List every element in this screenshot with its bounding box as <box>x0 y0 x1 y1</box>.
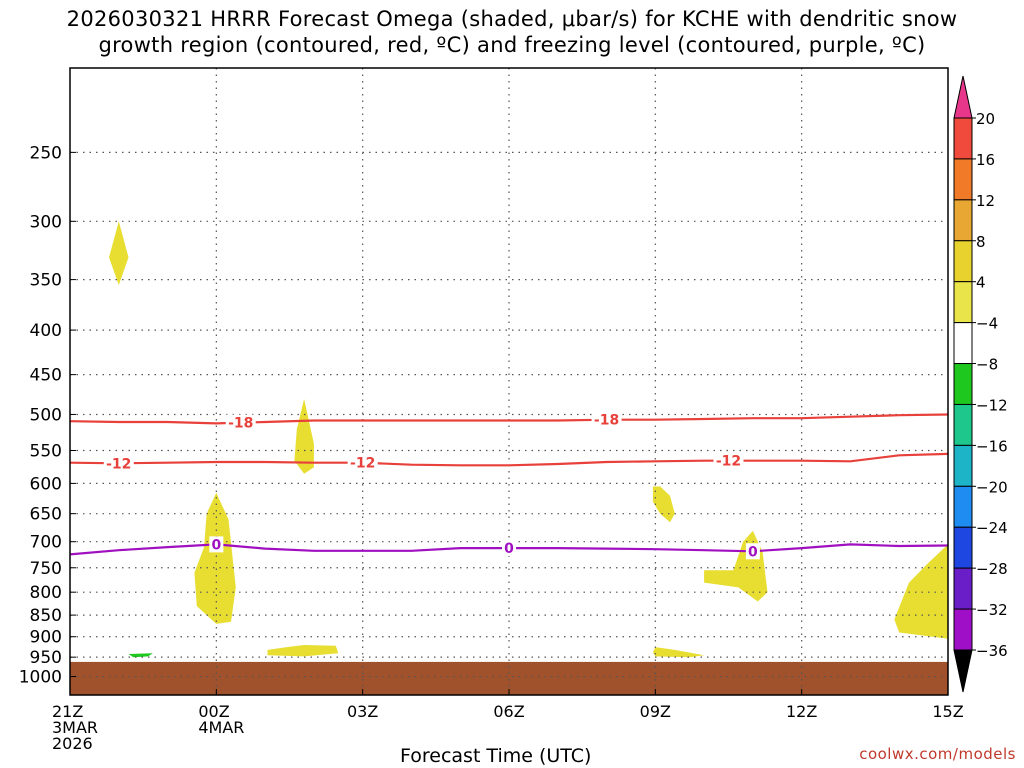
contour-label: -12 <box>350 456 375 472</box>
contour-line-0 <box>69 413 949 425</box>
attribution-text: coolwx.com/models <box>859 745 1016 763</box>
colorbar-label: −24 <box>976 519 1008 537</box>
y-tick-label: 400 <box>30 321 62 341</box>
x-tick-label: 00Z <box>198 702 229 721</box>
contour-label-bg <box>713 452 744 469</box>
contour-label: 0 <box>748 544 758 560</box>
y-tick-label: 300 <box>30 212 62 232</box>
y-tick-label: 1000 <box>19 668 62 688</box>
axes-layer: 2503003504004505005506006507007508008509… <box>19 67 964 753</box>
chart-title-line2: growth region (contoured, red, ºC) and f… <box>98 33 926 57</box>
colorbar-box <box>953 608 973 651</box>
chart-title-line1: 2026030321 HRRR Forecast Omega (shaded, … <box>66 7 958 31</box>
contour-label-bg <box>225 414 256 431</box>
colorbar-box <box>953 158 973 201</box>
y-tick-label: 250 <box>30 143 62 163</box>
colorbar-label: −8 <box>976 356 998 374</box>
contour-label-bg <box>209 536 224 553</box>
y-tick-label: 900 <box>30 628 62 648</box>
x-tick-label: 2026 <box>52 734 93 753</box>
contour-layer: -18 -18 -12 -12 -12 0 0 0 <box>69 411 949 560</box>
y-tick-label: 650 <box>30 505 62 525</box>
contour-label: -12 <box>106 456 131 472</box>
grid-layer <box>70 68 948 695</box>
colorbar-label: −28 <box>976 560 1008 578</box>
x-tick-label: 06Z <box>493 702 524 721</box>
x-axis-label: Forecast Time (UTC) <box>400 745 592 767</box>
colorbar-label: −32 <box>976 601 1008 619</box>
colorbar-box <box>953 526 973 569</box>
y-tick-label: 350 <box>30 271 62 291</box>
colorbar-box <box>953 199 973 242</box>
colorbar-box <box>953 240 973 283</box>
contour-line-1 <box>69 452 949 467</box>
x-tick-label: 3MAR <box>52 718 98 737</box>
colorbar-box <box>953 322 973 365</box>
colorbar-box <box>953 363 973 405</box>
colorbar-label: 4 <box>976 274 986 292</box>
omega-area-2 <box>194 492 236 624</box>
omega-area-6 <box>267 645 339 657</box>
colorbar-label: −16 <box>976 437 1008 455</box>
colorbar: 20 16 12 8 4 −4 −8 −12 −16 −20 −24 −28 −32 −36 <box>953 75 1008 693</box>
contour-label: 0 <box>211 537 221 553</box>
y-tick-label: 850 <box>30 606 62 626</box>
omega-area-1 <box>294 399 314 474</box>
colorbar-label: −12 <box>976 396 1008 414</box>
x-tick-label: 15Z <box>932 702 963 721</box>
colorbar-label: 8 <box>976 233 986 251</box>
contour-label-bg <box>347 454 378 471</box>
colorbar-bottom-arrow <box>953 649 973 693</box>
colorbar-top-arrow <box>953 75 973 119</box>
colorbar-label: −20 <box>976 478 1008 496</box>
colorbar-box <box>953 567 973 610</box>
y-tick-label: 600 <box>30 474 62 494</box>
x-tick-label: 21Z <box>52 702 83 721</box>
y-tick-label: 800 <box>30 583 62 603</box>
colorbar-label: 16 <box>976 151 995 169</box>
x-tick-label: 4MAR <box>198 718 244 737</box>
contour-label-bg <box>745 543 760 560</box>
chart-title: 2026030321 HRRR Forecast Omega (shaded, … <box>0 6 1024 58</box>
colorbar-label: −36 <box>976 642 1008 660</box>
omega-shading-layer <box>109 221 948 658</box>
y-tick-label: 550 <box>30 442 62 462</box>
y-tick-label: 700 <box>30 533 62 553</box>
colorbar-box <box>953 485 973 528</box>
contour-label-bg <box>591 411 622 428</box>
contour-label-bg <box>103 455 134 472</box>
contour-label: -18 <box>228 416 253 432</box>
contour-label-bg <box>502 540 516 557</box>
colorbar-box <box>953 117 973 160</box>
x-tick-label: 03Z <box>347 702 378 721</box>
colorbar-box <box>953 403 973 446</box>
contour-label: -12 <box>716 454 741 470</box>
contour-label: 0 <box>504 541 514 557</box>
colorbar-label: −4 <box>976 315 998 333</box>
contour-label: -18 <box>594 413 619 429</box>
omega-area-8 <box>128 653 153 658</box>
y-tick-label: 500 <box>30 405 62 425</box>
colorbar-box <box>953 444 973 487</box>
y-tick-label: 450 <box>30 366 62 386</box>
y-tick-label: 950 <box>30 648 62 668</box>
y-tick-label: 750 <box>30 559 62 579</box>
colorbar-label: 12 <box>976 192 995 210</box>
x-tick-label: 09Z <box>640 702 671 721</box>
omega-area-0 <box>109 221 129 285</box>
colorbar-box <box>953 281 973 324</box>
colorbar-label: 20 <box>976 110 995 128</box>
omega-area-7 <box>652 647 705 658</box>
omega-area-3 <box>652 486 675 523</box>
x-tick-label: 12Z <box>786 702 817 721</box>
